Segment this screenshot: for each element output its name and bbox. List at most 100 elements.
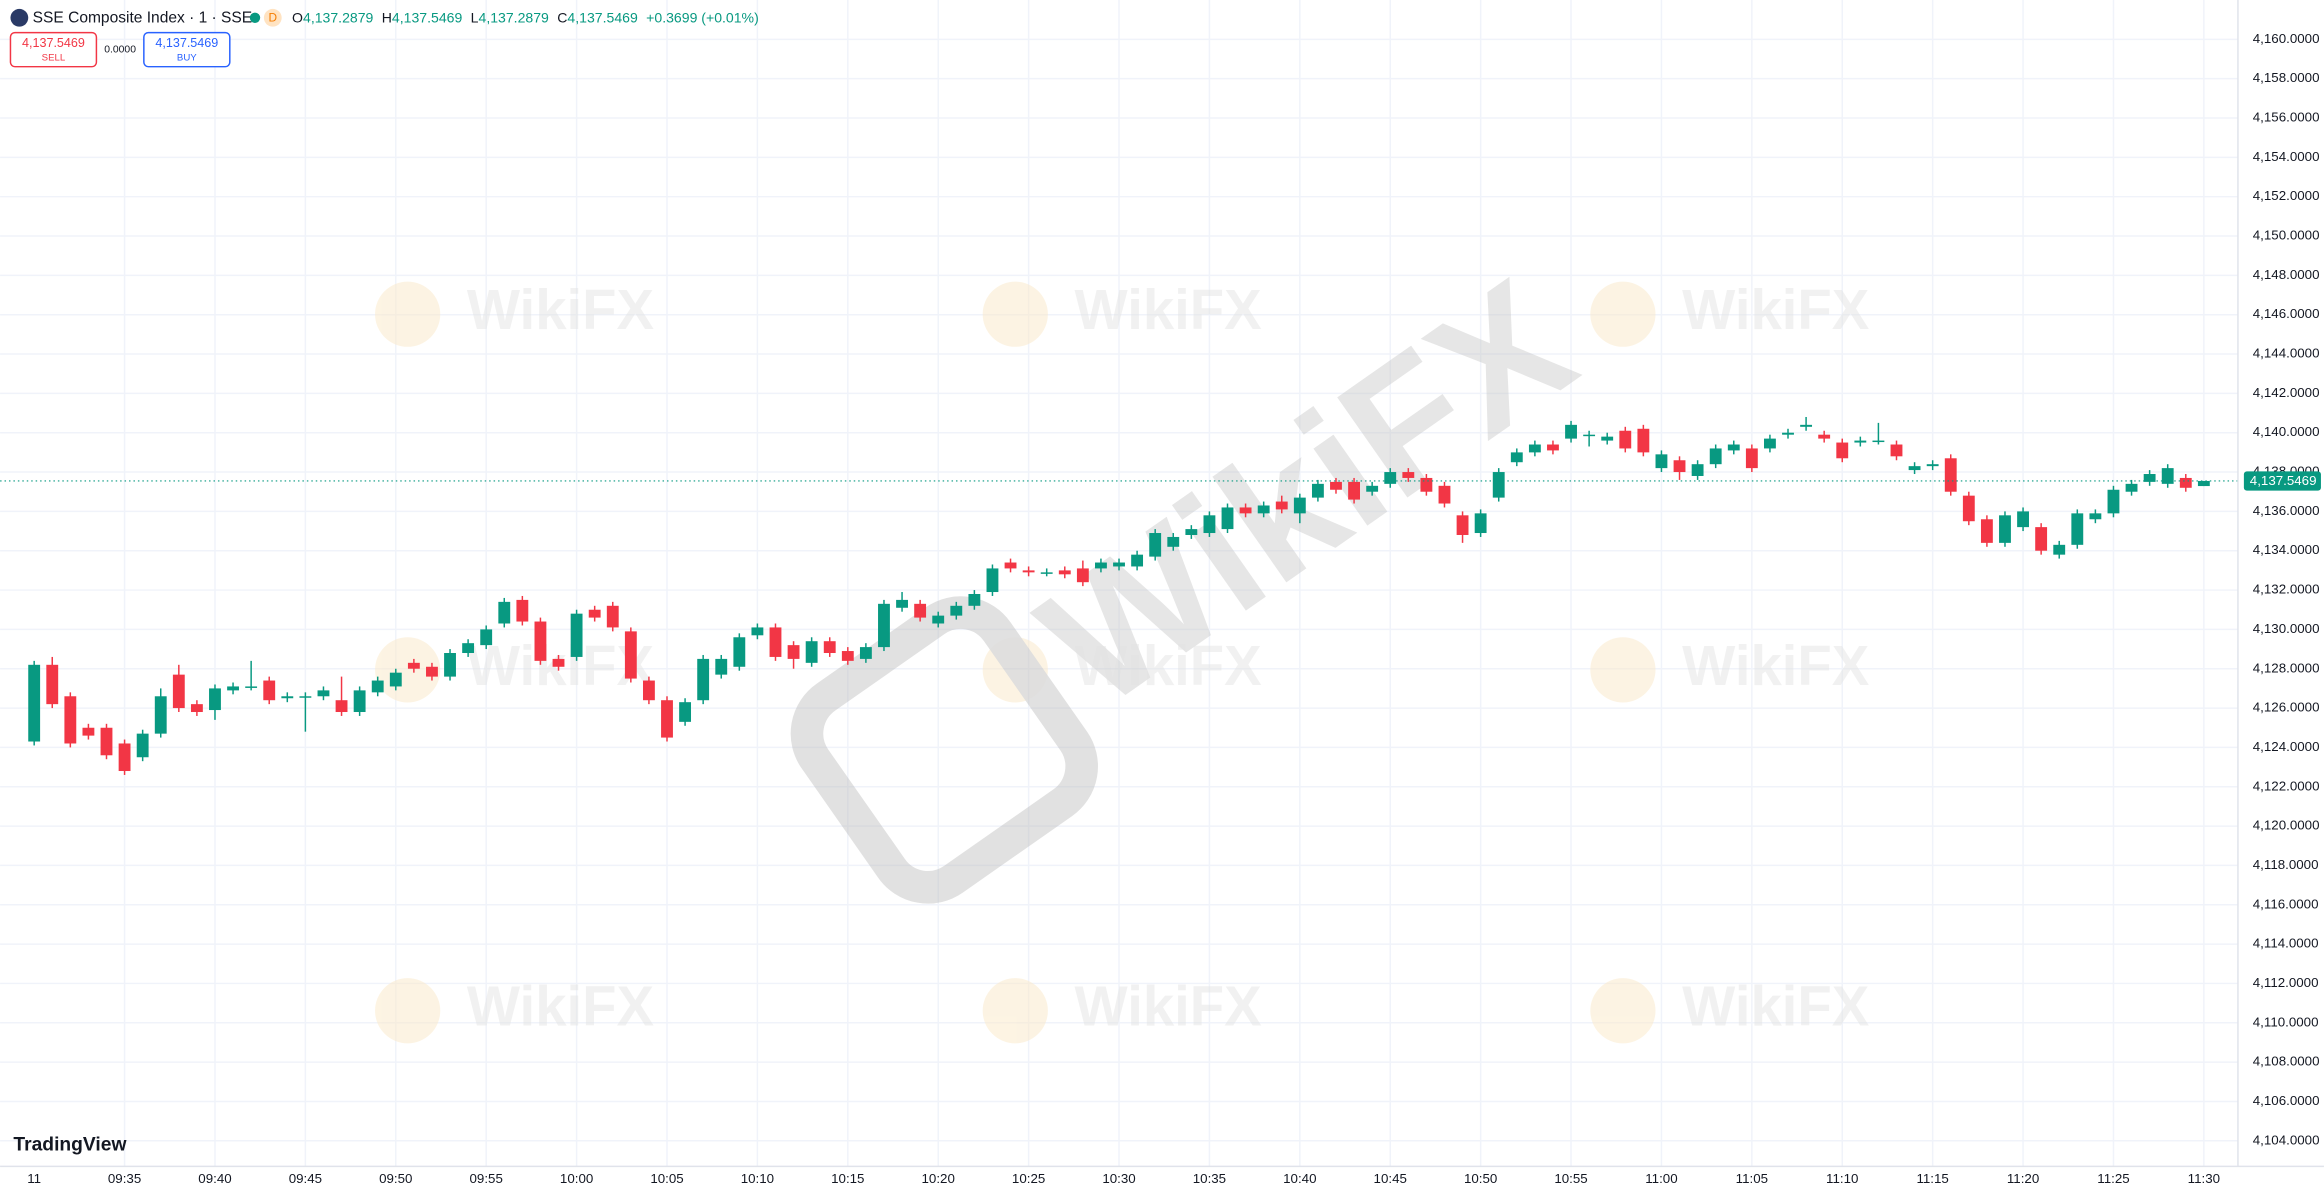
- candle-body: [2035, 527, 2048, 551]
- x-tick-label: 11:25: [2097, 1171, 2129, 1186]
- candle-body: [1926, 464, 1939, 467]
- candle-body: [1836, 442, 1849, 459]
- candle-body: [1402, 472, 1415, 478]
- candle-body: [64, 696, 77, 744]
- candle-body: [1980, 519, 1993, 543]
- candle-body: [1691, 464, 1704, 476]
- last-price-label: 4,137.5469: [2250, 473, 2317, 488]
- ohlc-value: 4,137.5469: [567, 9, 638, 25]
- candle-body: [516, 599, 529, 622]
- watermark-icon: [375, 281, 441, 347]
- candle-body: [1782, 432, 1794, 435]
- grid: [0, 0, 2238, 1167]
- candle-body: [1908, 466, 1921, 471]
- candle-body: [733, 637, 746, 667]
- x-tick-label: 09:50: [379, 1171, 412, 1186]
- x-tick-label: 09:55: [470, 1171, 503, 1186]
- candle-body: [1076, 568, 1089, 583]
- candle-body: [46, 664, 59, 705]
- candle-body: [624, 631, 637, 679]
- change: +0.3699 (+0.01%): [646, 9, 759, 25]
- candle-body: [1167, 536, 1180, 547]
- candle-body: [190, 704, 203, 713]
- candle-body: [2125, 483, 2138, 492]
- ohlc-label: H: [382, 9, 392, 25]
- candle-body: [1149, 533, 1162, 557]
- y-tick-label: 4,106.0000: [2253, 1093, 2320, 1108]
- candle-body: [209, 688, 221, 711]
- candle-body: [1311, 483, 1324, 498]
- x-tick-label: 10:10: [741, 1171, 774, 1186]
- candle-body: [2053, 544, 2066, 555]
- candle-body: [1095, 562, 1107, 569]
- symbol-title[interactable]: SSE Composite Index · 1 · SSE: [33, 10, 252, 27]
- candle-body: [1547, 444, 1559, 451]
- candle-body: [444, 653, 456, 677]
- x-tick-label: 10:35: [1193, 1171, 1226, 1186]
- candle-body: [2017, 511, 2029, 528]
- candle-body: [1962, 495, 1975, 522]
- y-tick-label: 4,148.0000: [2253, 267, 2320, 282]
- watermark-icon: [982, 281, 1048, 347]
- y-tick-label: 4,118.0000: [2253, 857, 2319, 872]
- candle-body: [389, 672, 402, 687]
- candles: [0, 416, 2238, 775]
- x-tick-label: 10:15: [831, 1171, 864, 1186]
- candle-body: [2161, 468, 2174, 484]
- candle-body: [1221, 507, 1234, 530]
- candle-body: [932, 615, 945, 624]
- candle-body: [1999, 515, 2011, 543]
- x-tick-label: 11:10: [1826, 1171, 1858, 1186]
- candle-body: [2143, 474, 2156, 482]
- watermark-icon: [1590, 281, 1656, 347]
- y-tick-label: 4,114.0000: [2253, 936, 2319, 951]
- x-tick-label: 09:45: [289, 1171, 322, 1186]
- spread: 0.0000: [104, 44, 136, 55]
- y-tick-label: 4,132.0000: [2253, 582, 2320, 597]
- candle-body: [787, 645, 800, 659]
- candle-body: [1420, 477, 1433, 492]
- watermark: WikiFX: [1682, 975, 1870, 1038]
- status-dot: [249, 12, 261, 23]
- candle-body: [1673, 460, 1686, 473]
- candle-body: [1348, 481, 1360, 500]
- y-tick-label: 4,150.0000: [2253, 228, 2320, 243]
- candle-body: [281, 696, 294, 699]
- candle-body: [2197, 480, 2210, 487]
- candle-body: [1583, 434, 1596, 437]
- buy-label: BUY: [177, 52, 197, 63]
- sell-label: SELL: [42, 52, 66, 63]
- candle-body: [697, 658, 710, 701]
- sell-button[interactable]: 4,137.5469 SELL: [9, 31, 98, 68]
- logo[interactable]: TradingView: [13, 1135, 127, 1156]
- candle-body: [1492, 472, 1505, 498]
- candle-body: [896, 599, 908, 608]
- y-tick-label: 4,158.0000: [2253, 70, 2320, 85]
- y-tick-label: 4,112.0000: [2253, 975, 2319, 990]
- watermark: WikiFX: [1075, 634, 1263, 697]
- x-tick-label: 11:30: [2188, 1171, 2220, 1186]
- candle-body: [1727, 444, 1740, 451]
- x-tick-label: 10:40: [1283, 1171, 1316, 1186]
- candle-body: [136, 733, 149, 758]
- candle-body: [1601, 436, 1614, 441]
- x-tick-label: 10:30: [1102, 1171, 1135, 1186]
- last-price-tag: [2243, 471, 2321, 491]
- candle-body: [1637, 428, 1650, 453]
- candle-body: [679, 702, 692, 722]
- candle-body: [859, 647, 872, 659]
- candle-body: [1384, 472, 1397, 484]
- candle-body: [317, 690, 330, 697]
- candle-body: [769, 627, 782, 657]
- candle-body: [1366, 485, 1379, 492]
- sell-box: [9, 31, 98, 68]
- badge-bg: [263, 8, 282, 27]
- x-tick-label: 10:20: [922, 1171, 955, 1186]
- candle-body: [642, 680, 655, 701]
- candle-body: [914, 603, 927, 618]
- symbol-icon: [10, 8, 29, 27]
- buy-button[interactable]: 4,137.5469 BUY: [143, 31, 231, 68]
- x-tick-label: 10:25: [1012, 1171, 1045, 1186]
- candle-body: [426, 666, 438, 677]
